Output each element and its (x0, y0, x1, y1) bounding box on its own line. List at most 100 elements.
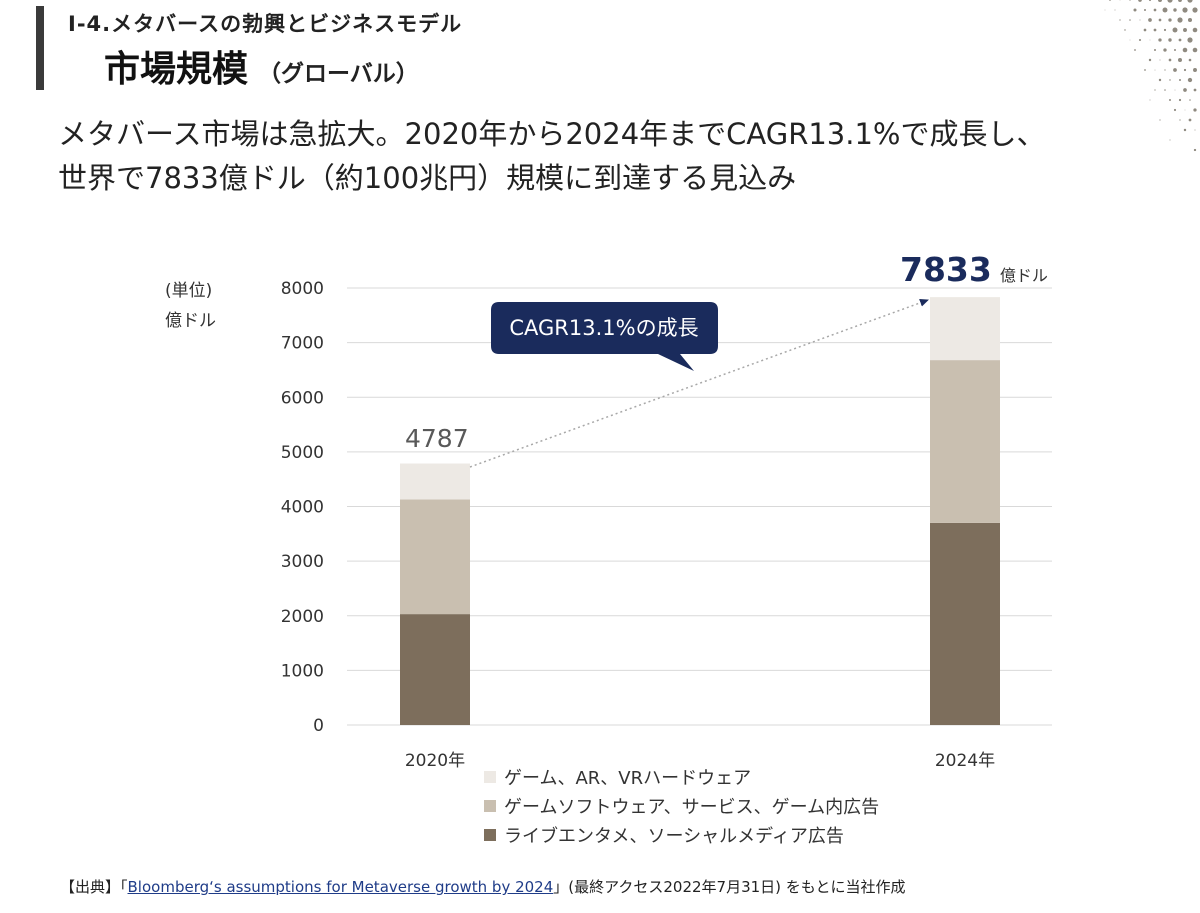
page-title-sub: （グローバル） (258, 61, 419, 87)
bar-segment (400, 463, 470, 500)
legend-swatch (484, 770, 496, 783)
halftone-dot (1192, 7, 1198, 13)
halftone-dot (1193, 88, 1197, 92)
halftone-dot (1189, 99, 1191, 101)
halftone-dot (1109, 0, 1111, 1)
x-tick-label: 2024年 (935, 751, 995, 771)
source-citation: 【出典】「Bloomberg‘s assumptions for Metaver… (60, 876, 906, 897)
y-unit-label: 億ドル (165, 311, 216, 331)
cagr-callout-bubble (491, 302, 718, 371)
halftone-dot (1154, 69, 1156, 71)
halftone-dot (1144, 69, 1146, 71)
y-tick-label: 3000 (281, 552, 324, 572)
chart-legend: ゲーム、AR、VRハードウェア ゲームソフトウェア、サービス、ゲーム内広告 ライブエ… (484, 762, 879, 849)
halftone-dot (1148, 0, 1152, 2)
halftone-dot (1167, 0, 1173, 3)
y-tick-label: 5000 (281, 443, 324, 463)
total-value-2024: 7833 (900, 250, 992, 289)
y-tick-label: 8000 (281, 279, 324, 299)
halftone-dot (1129, 19, 1131, 21)
headline: メタバース市場は急拡大。2020年から2024年までCAGR13.1%で成長し、… (58, 112, 1045, 200)
halftone-dot (1188, 58, 1192, 62)
halftone-dot (1124, 29, 1126, 31)
legend-item: ゲーム、AR、VRハードウェア (484, 762, 879, 791)
total-unit-2024: 億ドル (1000, 266, 1048, 285)
halftone-dot (1168, 58, 1172, 62)
halftone-dot (1169, 79, 1171, 81)
halftone-dot (1153, 28, 1157, 32)
halftone-dot (1168, 18, 1172, 22)
halftone-dot (1173, 8, 1177, 12)
total-label-2024: 7833 億ドル (900, 250, 1048, 289)
halftone-dot (1174, 49, 1176, 51)
halftone-dot (1149, 99, 1151, 101)
halftone-dot (1193, 148, 1197, 152)
halftone-dot (1183, 128, 1187, 132)
halftone-dot (1114, 9, 1116, 11)
halftone-dot (1149, 39, 1151, 41)
halftone-dot (1158, 78, 1162, 82)
y-tick-label: 6000 (281, 388, 324, 408)
bar-segment (930, 297, 1000, 361)
halftone-dot (1184, 109, 1186, 111)
x-tick-label: 2020年 (405, 751, 465, 771)
halftone-dot (1129, 0, 1131, 1)
halftone-dot (1159, 119, 1161, 121)
halftone-dot (1119, 19, 1121, 21)
halftone-dot (1192, 47, 1198, 53)
halftone-dot (1138, 0, 1142, 2)
halftone-dot (1194, 129, 1196, 131)
halftone-dot (1138, 38, 1142, 42)
legend-swatch (484, 799, 496, 812)
halftone-dot (1154, 89, 1156, 91)
halftone-dot (1178, 98, 1182, 102)
halftone-dot (1169, 99, 1171, 101)
page-title-main: 市場規模 (104, 49, 249, 90)
halftone-dot (1158, 38, 1162, 42)
halftone-dot (1169, 139, 1171, 141)
cagr-callout-text: CAGR13.1%の成長 (509, 316, 698, 340)
halftone-dot (1164, 69, 1166, 71)
halftone-dot (1187, 77, 1193, 83)
halftone-dot (1183, 68, 1187, 72)
header-accent-bar (36, 6, 44, 90)
halftone-dot (1159, 59, 1161, 61)
halftone-dot (1129, 39, 1131, 41)
decorative-halftone-dots (1104, 0, 1198, 152)
halftone-dot (1158, 18, 1162, 22)
headline-line-1: メタバース市場は急拡大。2020年から2024年までCAGR13.1%で成長し、 (58, 117, 1046, 151)
halftone-dot (1178, 38, 1182, 42)
halftone-dot (1139, 19, 1141, 21)
halftone-dot (1183, 88, 1187, 92)
halftone-dot (1172, 27, 1178, 33)
halftone-dot (1183, 28, 1187, 32)
halftone-dot (1179, 119, 1181, 121)
halftone-dot (1182, 47, 1188, 53)
halftone-dot (1148, 18, 1152, 22)
halftone-dot (1143, 8, 1147, 12)
halftone-dot (1134, 49, 1136, 51)
y-tick-label: 2000 (281, 607, 324, 627)
halftone-dot (1163, 28, 1167, 32)
halftone-dot (1179, 79, 1181, 81)
legend-item: ライブエンタメ、ソーシャルメディア広告 (484, 820, 879, 849)
bar-segment (930, 522, 1000, 725)
halftone-dot (1164, 89, 1166, 91)
source-prefix: 【出典】「 (60, 878, 128, 896)
source-suffix: 」(最終アクセス2022年7月31日) をもとに当社作成 (553, 878, 906, 896)
y-tick-label: 4000 (281, 498, 324, 518)
halftone-dot (1153, 8, 1157, 12)
halftone-dot (1148, 58, 1152, 62)
source-link[interactable]: Bloomberg‘s assumptions for Metaverse gr… (127, 878, 554, 896)
halftone-dot (1173, 68, 1177, 72)
halftone-dot (1104, 9, 1106, 11)
legend-label: ゲーム、AR、VRハードウェア (504, 767, 752, 789)
section-label: I-4.メタバースの勃興とビジネスモデル (68, 12, 463, 36)
total-label-2020: 4787 (405, 424, 469, 453)
halftone-dot (1192, 27, 1198, 33)
halftone-dot (1187, 0, 1193, 3)
halftone-dot (1163, 48, 1167, 52)
halftone-dot (1193, 68, 1197, 72)
halftone-dot (1187, 17, 1193, 23)
